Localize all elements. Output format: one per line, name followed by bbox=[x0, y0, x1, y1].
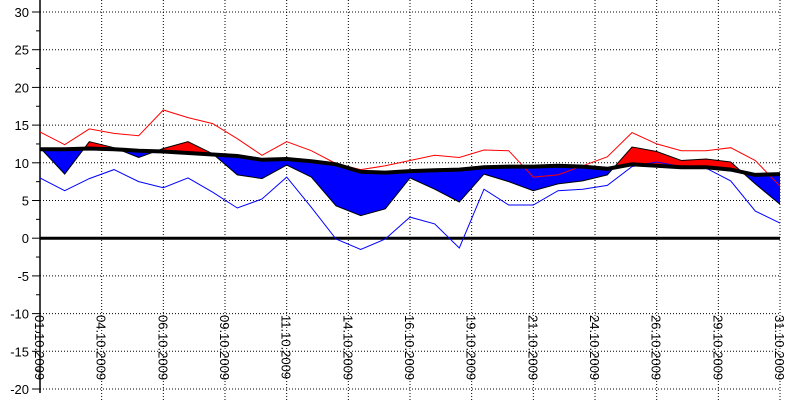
y-tick-label: 15 bbox=[15, 118, 29, 133]
x-tick-label: 14.10.2009 bbox=[340, 315, 355, 380]
x-tick-label: 01.10.2009 bbox=[32, 315, 47, 380]
y-axis: -20 -15 -10 -5 0 5 10 15 20 25 30 bbox=[10, 0, 41, 397]
y-tick-label: 10 bbox=[15, 156, 29, 171]
x-tick-label: 04.10.2009 bbox=[94, 315, 109, 380]
y-tick-label: -15 bbox=[10, 344, 29, 359]
series-mean-line bbox=[39, 141, 781, 217]
x-tick-label: 06.10.2009 bbox=[155, 315, 170, 380]
series-lines bbox=[39, 109, 781, 251]
y-tick-label: -5 bbox=[17, 269, 29, 284]
x-axis: 01.10.2009 04.10.2009 06.10.2009 09.10.2009… bbox=[32, 315, 787, 380]
x-tick-label: 19.10.2009 bbox=[464, 315, 479, 380]
y-tick-label: 25 bbox=[15, 43, 29, 58]
series-max-line bbox=[39, 109, 781, 187]
y-tick-label: -20 bbox=[10, 382, 29, 397]
deviation-fills bbox=[39, 141, 781, 217]
x-tick-label: 16.10.2009 bbox=[402, 315, 417, 380]
x-tick-label: 11.10.2009 bbox=[279, 315, 294, 379]
y-tick-label: 0 bbox=[22, 231, 29, 246]
y-tick-label: -10 bbox=[10, 307, 29, 322]
series-normal-line bbox=[40, 146, 781, 177]
x-tick-label: 29.10.2009 bbox=[710, 315, 725, 380]
x-tick-label: 09.10.2009 bbox=[217, 315, 232, 380]
y-tick-label: 5 bbox=[22, 194, 29, 209]
x-tick-label: 31.10.2009 bbox=[772, 315, 787, 380]
y-tick-label: 20 bbox=[15, 80, 29, 95]
grid bbox=[40, 0, 781, 400]
y-tick-label: 30 bbox=[15, 5, 29, 20]
x-tick-label: 21.10.2009 bbox=[525, 315, 540, 380]
series-min-line bbox=[39, 161, 781, 251]
x-tick-label: 24.10.2009 bbox=[587, 315, 602, 380]
x-tick-label: 26.10.2009 bbox=[649, 315, 664, 380]
fill-below-normal bbox=[40, 148, 780, 216]
